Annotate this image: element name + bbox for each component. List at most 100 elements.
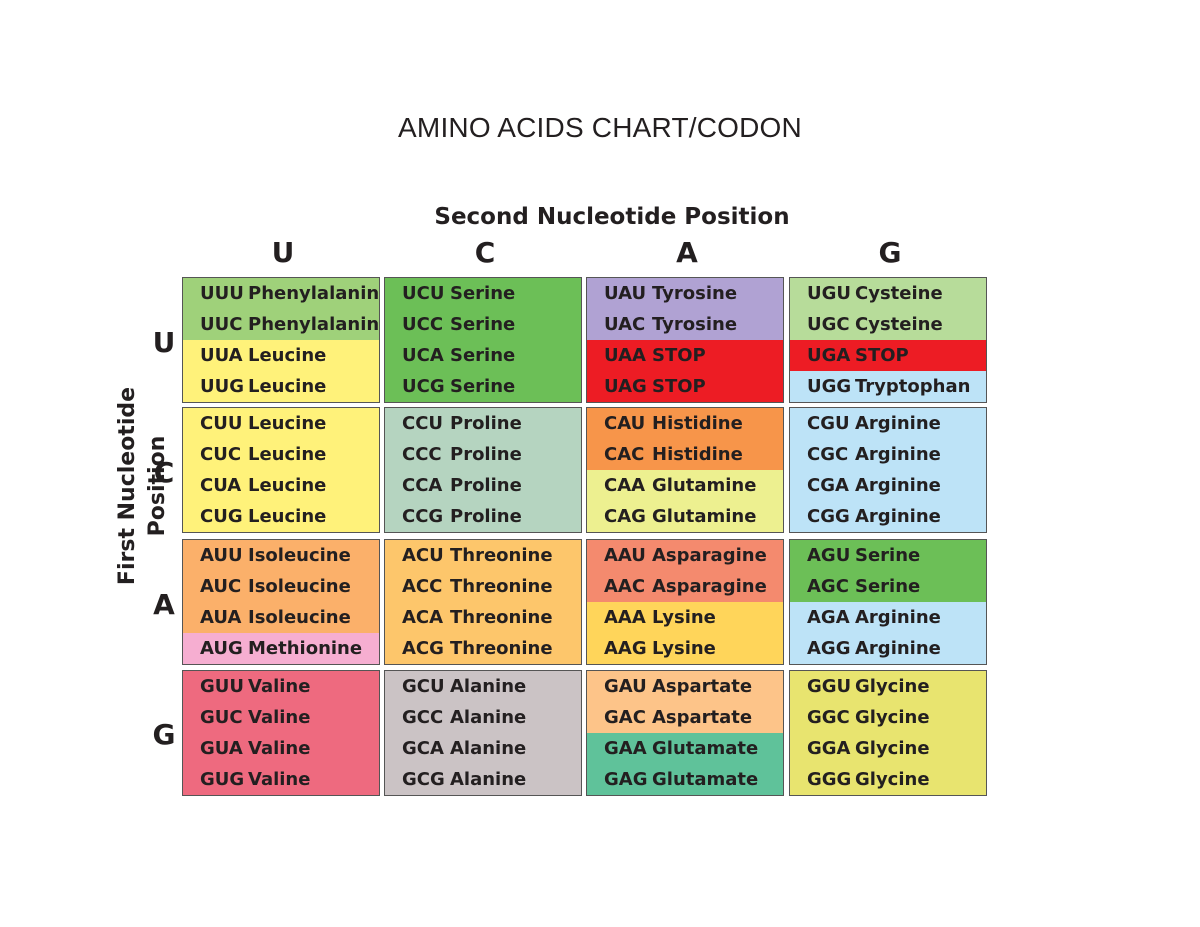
- codon-entry: CUC Leucine: [183, 439, 379, 470]
- amino-acid-label: Serine: [450, 345, 516, 366]
- codon-entry: UUC Phenylalanine: [183, 309, 379, 340]
- codon-entry: CUA Leucine: [183, 470, 379, 501]
- codon-cell-ua: UAU Tyrosine UAC Tyrosine UAA STOP UAG STOP: [586, 277, 784, 403]
- codon-entry: GUA Valine: [183, 733, 379, 764]
- row-header-g: G: [152, 718, 176, 751]
- codon-entry: GUC Valine: [183, 702, 379, 733]
- codon-label: UAU: [604, 283, 647, 304]
- codon-entry: ACG Threonine: [385, 633, 581, 664]
- codon-entry: AAU Asparagine: [587, 540, 783, 571]
- codon-entry: CGU Arginine: [790, 408, 986, 439]
- codon-entry: CCG Proline: [385, 501, 581, 532]
- amino-acid-label: Glutamate: [652, 769, 759, 790]
- row-header-u: U: [152, 326, 176, 359]
- amino-acid-label: Serine: [450, 376, 516, 397]
- amino-acid-label: Valine: [248, 769, 311, 790]
- codon-label: ACC: [402, 576, 443, 597]
- codon-label: CGU: [807, 413, 850, 434]
- row-header-a: A: [153, 588, 175, 621]
- codon-entry: UCU Serine: [385, 278, 581, 309]
- codon-entry: CAU Histidine: [587, 408, 783, 439]
- codon-label: CCG: [402, 506, 444, 527]
- codon-label: GUC: [200, 707, 243, 728]
- codon-entry: UAA STOP: [587, 340, 783, 371]
- codon-label: AAU: [604, 545, 646, 566]
- codon-entry: ACA Threonine: [385, 602, 581, 633]
- codon-label: AAA: [604, 607, 646, 628]
- codon-entry: ACC Threonine: [385, 571, 581, 602]
- amino-acid-label: Arginine: [855, 638, 941, 659]
- amino-acid-label: Leucine: [248, 376, 327, 397]
- amino-acid-label: Proline: [450, 506, 522, 527]
- codon-label: UUU: [200, 283, 244, 304]
- codon-cell-ag: AGU Serine AGC Serine AGA Arginine AGG Arginine: [789, 539, 987, 665]
- codon-label: UCA: [402, 345, 444, 366]
- codon-entry: CAG Glutamine: [587, 501, 783, 532]
- codon-entry: GCA Alanine: [385, 733, 581, 764]
- codon-entry: GGG Glycine: [790, 764, 986, 795]
- amino-acid-label: Leucine: [248, 444, 327, 465]
- codon-label: AGA: [807, 607, 850, 628]
- codon-label: CAA: [604, 475, 646, 496]
- codon-label: AGU: [807, 545, 851, 566]
- codon-cell-uc: UCU Serine UCC Serine UCA Serine UCG Serine: [384, 277, 582, 403]
- amino-acid-label: Arginine: [855, 444, 941, 465]
- codon-label: GCC: [402, 707, 444, 728]
- amino-acid-label: Glycine: [855, 676, 930, 697]
- amino-acid-label: Valine: [248, 738, 311, 759]
- amino-acid-label: Cysteine: [855, 283, 943, 304]
- codon-cell-ug: UGU Cysteine UGC Cysteine UGA STOP UGG Tryptoph…: [789, 277, 987, 403]
- codon-entry: CCC Proline: [385, 439, 581, 470]
- amino-acid-label: Asparagine: [652, 576, 767, 597]
- codon-label: UGU: [807, 283, 852, 304]
- amino-acid-label: Serine: [855, 576, 921, 597]
- codon-entry: CCU Proline: [385, 408, 581, 439]
- codon-cell-cu: CUU Leucine CUC Leucine CUA Leucine CUG Leucine: [182, 407, 380, 533]
- codon-label: CUC: [200, 444, 242, 465]
- amino-acid-label: Aspartate: [652, 707, 753, 728]
- codon-entry: UCC Serine: [385, 309, 581, 340]
- codon-entry: UGG Tryptophan: [790, 371, 986, 402]
- codon-entry: CAC Histidine: [587, 439, 783, 470]
- codon-entry: UUG Leucine: [183, 371, 379, 402]
- amino-acid-label: Alanine: [450, 738, 527, 759]
- amino-acid-label: Lysine: [652, 638, 716, 659]
- column-header-c: C: [474, 236, 496, 269]
- column-header-a: A: [676, 236, 698, 269]
- amino-acid-label: Alanine: [450, 769, 527, 790]
- codon-label: UAA: [604, 345, 646, 366]
- amino-acid-label: Arginine: [855, 506, 941, 527]
- amino-acid-label: Valine: [248, 676, 311, 697]
- first-nucleotide-axis-title: First Nucleotide Position: [115, 386, 170, 586]
- codon-cell-ca: CAU Histidine CAC Histidine CAA Glutamine CAG G…: [586, 407, 784, 533]
- codon-entry: GAC Aspartate: [587, 702, 783, 733]
- codon-entry: CGA Arginine: [790, 470, 986, 501]
- codon-entry: CGC Arginine: [790, 439, 986, 470]
- amino-acid-label: Threonine: [450, 607, 553, 628]
- codon-label: GGC: [807, 707, 850, 728]
- amino-acid-label: Glycine: [855, 707, 930, 728]
- codon-entry: AUC Isoleucine: [183, 571, 379, 602]
- codon-label: CUA: [200, 475, 242, 496]
- amino-acid-label: Leucine: [248, 475, 327, 496]
- codon-entry: AGC Serine: [790, 571, 986, 602]
- codon-label: UUG: [200, 376, 245, 397]
- codon-entry: CAA Glutamine: [587, 470, 783, 501]
- amino-acid-label: Tyrosine: [652, 314, 738, 335]
- codon-entry: ACU Threonine: [385, 540, 581, 571]
- codon-label: UCC: [402, 314, 444, 335]
- amino-acid-label: Lysine: [652, 607, 716, 628]
- codon-label: UGG: [807, 376, 852, 397]
- codon-label: AGC: [807, 576, 849, 597]
- amino-acid-label: Valine: [248, 707, 311, 728]
- codon-entry: GGU Glycine: [790, 671, 986, 702]
- codon-label: AUC: [200, 576, 242, 597]
- codon-entry: UAU Tyrosine: [587, 278, 783, 309]
- codon-label: GAG: [604, 769, 648, 790]
- codon-label: UUC: [200, 314, 243, 335]
- amino-acid-label: Glycine: [855, 769, 930, 790]
- codon-label: CGG: [807, 506, 850, 527]
- codon-label: AAC: [604, 576, 646, 597]
- amino-acid-label: Cysteine: [855, 314, 943, 335]
- codon-label: UGC: [807, 314, 850, 335]
